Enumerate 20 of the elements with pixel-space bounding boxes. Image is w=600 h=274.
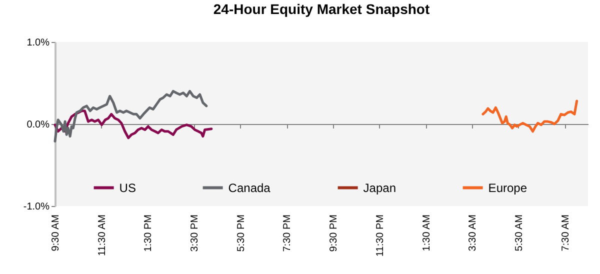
legend-label: Canada	[228, 180, 271, 195]
x-tick-label: 5:30 AM	[514, 214, 525, 252]
x-tick-label: 3:30 AM	[468, 214, 479, 252]
x-tick-label: 7:30 PM	[282, 214, 294, 252]
legend-label: US	[119, 180, 136, 195]
x-tick-label: 11:30 AM	[96, 214, 108, 256]
x-tick-label: 11:30 PM	[374, 214, 386, 257]
x-tick-label: 7:30 AM	[560, 214, 572, 252]
x-tick-label: 1:30 AM	[421, 214, 432, 252]
legend-label: Japan	[363, 180, 396, 195]
chart-title: 24-Hour Equity Market Snapshot	[213, 1, 430, 17]
x-tick-label: 3:30 PM	[190, 214, 201, 252]
y-tick-label: 0.0%	[26, 120, 50, 130]
y-tick-label: 1.0%	[26, 38, 50, 48]
y-tick-label: -1.0%	[23, 202, 50, 212]
x-tick-label: 9:30 AM	[50, 214, 62, 252]
legend-label: Europe	[488, 180, 528, 195]
x-tick-label: 5:30 PM	[236, 214, 247, 252]
x-tick-label: 9:30 PM	[328, 214, 340, 252]
x-tick-label: 1:30 PM	[143, 214, 154, 252]
